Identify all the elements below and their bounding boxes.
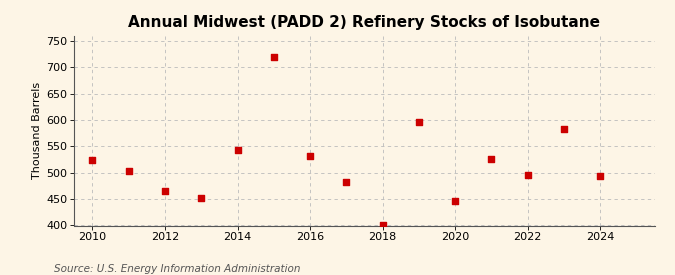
Point (87, 158, 98, 162)
Point (450, 199, 460, 203)
Text: Source: U.S. Energy Information Administration: Source: U.S. Energy Information Administ… (54, 264, 300, 274)
Point (124, 169, 134, 174)
Point (522, 173, 533, 177)
Point (232, 148, 243, 152)
Y-axis label: Thousand Barrels: Thousand Barrels (32, 82, 42, 179)
Point (159, 189, 170, 193)
Point (377, 223, 388, 228)
Point (595, 174, 605, 179)
Point (269, 55, 279, 59)
Point (559, 126, 570, 131)
Point (196, 195, 207, 200)
Title: Annual Midwest (PADD 2) Refinery Stocks of Isobutane: Annual Midwest (PADD 2) Refinery Stocks … (128, 15, 601, 31)
Point (304, 154, 315, 158)
Point (486, 157, 497, 161)
Point (341, 180, 352, 184)
Point (414, 119, 425, 124)
